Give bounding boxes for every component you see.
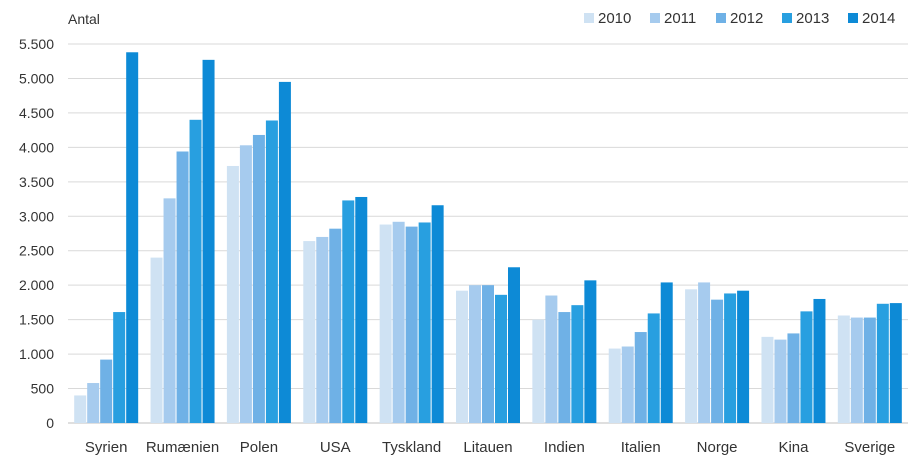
- legend-label: 2010: [598, 10, 631, 27]
- bar-tyskland-2013: [418, 222, 431, 423]
- bar-norge-2012: [711, 299, 724, 423]
- bar-usa-2013: [342, 200, 355, 423]
- y-tick-label: 0: [46, 415, 54, 431]
- y-tick-label: 1.000: [19, 346, 54, 362]
- bar-rumænien-2010: [150, 257, 163, 423]
- legend-swatch: [782, 13, 792, 23]
- bar-syrien-2014: [126, 52, 139, 423]
- x-tick-label: Tyskland: [382, 439, 441, 455]
- x-tick-label: Polen: [240, 439, 278, 455]
- bar-litauen-2010: [456, 290, 468, 423]
- bar-syrien-2010: [74, 395, 87, 423]
- x-tick-label: Italien: [621, 439, 661, 455]
- bar-indien-2011: [545, 295, 558, 423]
- legend-item-2012: 2012: [716, 10, 763, 27]
- bar-sverige-2013: [876, 303, 889, 423]
- bar-rumænien-2014: [202, 59, 215, 423]
- bar-sverige-2010: [837, 315, 850, 423]
- bar-litauen-2012: [482, 285, 494, 423]
- x-tick-label: Indien: [544, 439, 585, 455]
- bar-kina-2010: [761, 336, 774, 423]
- y-axis-label: Antal: [68, 11, 100, 27]
- y-tick-label: 5.500: [19, 36, 54, 52]
- bar-litauen-2011: [469, 285, 481, 423]
- bar-rumænien-2011: [163, 198, 176, 423]
- x-axis-labels: Syrien Rumænien Polen USA Tyskland Litauen Ind…: [85, 439, 895, 455]
- x-tick-label: Syrien: [85, 439, 128, 455]
- bar-kina-2014: [813, 298, 826, 423]
- x-tick-label: USA: [320, 439, 351, 455]
- legend-label: 2011: [664, 10, 696, 27]
- bar-polen-2010: [226, 165, 239, 423]
- legend-item-2011: 2011: [650, 10, 696, 27]
- bar-sverige-2014: [889, 303, 902, 423]
- bar-rumænien-2012: [176, 151, 189, 424]
- bar-syrien-2012: [100, 359, 113, 423]
- bar-usa-2014: [355, 196, 368, 423]
- y-tick-label: 3.500: [19, 174, 54, 190]
- bar-indien-2010: [532, 319, 545, 423]
- bar-indien-2013: [571, 305, 584, 423]
- bar-norge-2010: [685, 289, 698, 423]
- bar-litauen-2014: [508, 267, 520, 423]
- bar-usa-2011: [316, 236, 329, 423]
- bar-norge-2014: [737, 290, 750, 423]
- y-tick-label: 4.000: [19, 139, 54, 155]
- y-axis-ticks: 0 500 1.000 1.500 2.000 2.500 3.000 3.500 4.000 4…: [19, 36, 54, 431]
- x-tick-label: Rumænien: [146, 439, 219, 455]
- bar-italien-2010: [608, 348, 621, 423]
- legend-item-2014: 2014: [848, 10, 895, 27]
- bar-indien-2012: [558, 312, 571, 423]
- bar-italien-2011: [621, 346, 634, 423]
- bar-litauen-2013: [495, 294, 507, 423]
- bar-norge-2011: [698, 282, 711, 423]
- bar-italien-2013: [647, 313, 660, 423]
- legend-swatch: [584, 13, 594, 23]
- bar-rumænien-2013: [189, 119, 202, 424]
- bar-tyskland-2010: [379, 224, 392, 423]
- bar-polen-2014: [278, 81, 291, 424]
- y-tick-label: 1.500: [19, 312, 54, 328]
- legend-label: 2014: [862, 10, 895, 27]
- bar-syrien-2013: [113, 312, 126, 423]
- legend-label: 2012: [730, 10, 763, 27]
- y-tick-label: 4.500: [19, 105, 54, 121]
- bar-usa-2012: [329, 228, 342, 423]
- bar-sverige-2011: [850, 317, 863, 423]
- bar-tyskland-2014: [431, 205, 444, 423]
- bar-tyskland-2011: [392, 221, 405, 423]
- y-tick-label: 2.000: [19, 277, 54, 293]
- x-tick-label: Kina: [778, 439, 809, 455]
- bar-norge-2013: [724, 293, 737, 423]
- legend-item-2013: 2013: [782, 10, 829, 27]
- legend-item-2010: 2010: [584, 10, 631, 27]
- bar-sverige-2012: [863, 317, 876, 423]
- bar-kina-2013: [800, 311, 813, 423]
- bar-indien-2014: [584, 280, 597, 423]
- bar-italien-2014: [660, 282, 673, 423]
- bar-kina-2011: [774, 339, 787, 423]
- legend: 2010 2011 2012 2013 2014: [584, 10, 895, 27]
- x-tick-label: Norge: [697, 439, 738, 455]
- bar-usa-2010: [303, 241, 316, 423]
- bar-polen-2012: [252, 134, 265, 423]
- bar-polen-2013: [265, 120, 278, 424]
- bar-tyskland-2012: [405, 226, 418, 423]
- legend-swatch: [848, 13, 858, 23]
- y-tick-label: 2.500: [19, 243, 54, 259]
- legend-swatch: [650, 13, 660, 23]
- bar-polen-2011: [239, 145, 252, 423]
- bars: [74, 52, 902, 424]
- legend-label: 2013: [796, 10, 829, 27]
- legend-swatch: [716, 13, 726, 23]
- bar-syrien-2011: [87, 383, 100, 423]
- x-tick-label: Litauen: [463, 439, 512, 455]
- bar-italien-2012: [634, 332, 647, 423]
- y-tick-label: 500: [31, 381, 55, 397]
- x-tick-label: Sverige: [844, 439, 895, 455]
- y-tick-label: 5.000: [19, 70, 54, 86]
- bar-kina-2012: [787, 333, 800, 423]
- y-tick-label: 3.000: [19, 208, 54, 224]
